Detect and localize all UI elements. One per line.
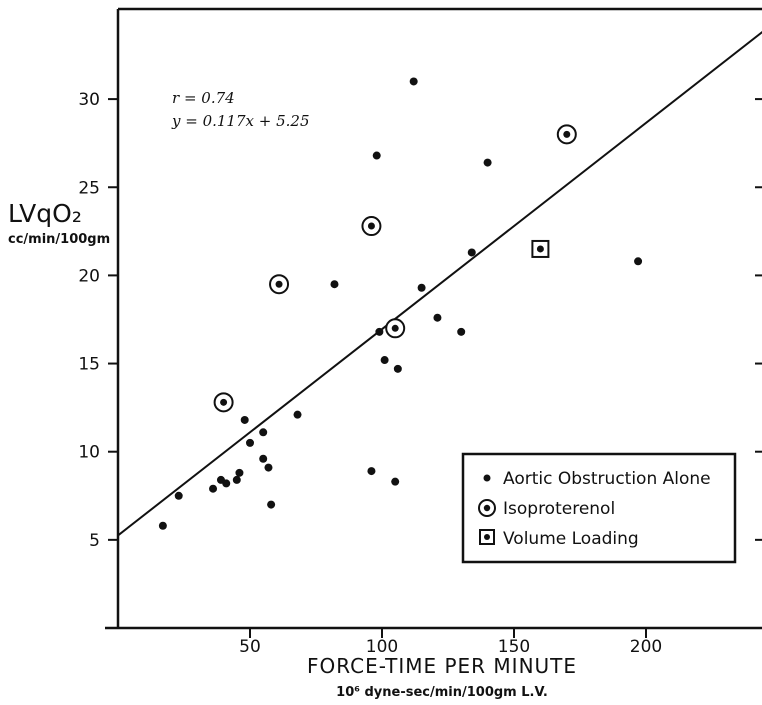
aortic-obstruction-point xyxy=(235,468,244,477)
legend-dot-icon xyxy=(483,474,491,482)
isoproterenol-point xyxy=(367,222,375,230)
legend-box xyxy=(461,452,737,564)
y-tick-label: 5 xyxy=(89,531,100,551)
x-axis-label: FORCE-TIME PER MINUTE xyxy=(307,654,577,678)
isoproterenol-point xyxy=(275,280,283,288)
x-axis-units: 10⁶ dyne-sec/min/100gm L.V. xyxy=(336,685,548,700)
legend-label-volume-loading: Volume Loading xyxy=(503,529,639,549)
annotation-equation: y = 0.117x + 5.25 xyxy=(171,112,309,130)
legend-circled-dot-icon xyxy=(478,499,496,517)
y-tick-label: 15 xyxy=(78,355,100,375)
aortic-obstruction-point xyxy=(222,479,231,488)
aortic-obstruction-point xyxy=(417,283,426,292)
aortic-obstruction-point xyxy=(264,463,273,472)
x-tick-label: 150 xyxy=(498,637,530,657)
y-tick-label: 20 xyxy=(78,266,100,286)
aortic-obstruction-point xyxy=(209,484,218,493)
aortic-obstruction-point xyxy=(375,327,384,336)
legend: Aortic Obstruction Alone Isoproterenol V… xyxy=(461,452,737,564)
aortic-obstruction-point xyxy=(457,327,466,336)
data-points xyxy=(158,77,643,530)
x-tick-label: 50 xyxy=(239,637,261,657)
isoproterenol-point xyxy=(391,324,399,332)
aortic-obstruction-point xyxy=(174,491,183,500)
aortic-obstruction-point xyxy=(232,475,241,484)
aortic-obstruction-point xyxy=(391,477,400,486)
aortic-obstruction-point xyxy=(246,438,254,447)
x-tick-label: 100 xyxy=(366,637,398,657)
aortic-obstruction-point xyxy=(259,454,268,463)
aortic-obstruction-point xyxy=(158,521,167,530)
aortic-obstruction-point xyxy=(293,410,302,419)
y-axis-label: LVqO₂ xyxy=(8,199,82,228)
x-ticks: 50 100 150 200 xyxy=(239,628,662,657)
legend-circled-dot-center xyxy=(483,504,491,512)
y-tick-label: 30 xyxy=(78,90,100,110)
aortic-obstruction-point xyxy=(393,364,402,373)
y-ticks: 5 10 15 20 25 30 xyxy=(78,90,118,551)
aortic-obstruction-point xyxy=(483,158,492,167)
y-tick-label: 10 xyxy=(78,443,100,463)
y-axis-units: cc/min/100gm xyxy=(8,232,110,247)
legend-label-isoproterenol: Isoproterenol xyxy=(503,499,615,519)
annotation-r: r = 0.74 xyxy=(172,89,235,107)
aortic-obstruction-point xyxy=(409,77,418,86)
aortic-obstruction-point xyxy=(259,428,268,437)
right-axis-ticks xyxy=(755,98,762,541)
isoproterenol-point xyxy=(220,398,228,406)
x-tick-label: 200 xyxy=(630,637,662,657)
aortic-obstruction-point xyxy=(372,151,381,160)
legend-boxed-dot-icon xyxy=(479,529,495,545)
aortic-obstruction-point xyxy=(330,280,339,289)
plot-frame xyxy=(105,7,762,630)
aortic-obstruction-point xyxy=(267,500,276,509)
y-tick-label: 25 xyxy=(78,178,100,198)
aortic-obstruction-point xyxy=(433,313,442,322)
aortic-obstruction-point xyxy=(380,356,389,365)
isoproterenol-point xyxy=(563,130,571,138)
regression-line xyxy=(117,30,762,537)
aortic-obstruction-point xyxy=(634,257,643,266)
aortic-obstruction-point xyxy=(240,415,249,424)
aortic-obstruction-point xyxy=(367,467,376,476)
volume-loading-point xyxy=(536,245,544,253)
legend-label-aortic: Aortic Obstruction Alone xyxy=(503,469,711,489)
aortic-obstruction-point xyxy=(467,248,476,257)
legend-boxed-dot-center xyxy=(484,534,490,540)
